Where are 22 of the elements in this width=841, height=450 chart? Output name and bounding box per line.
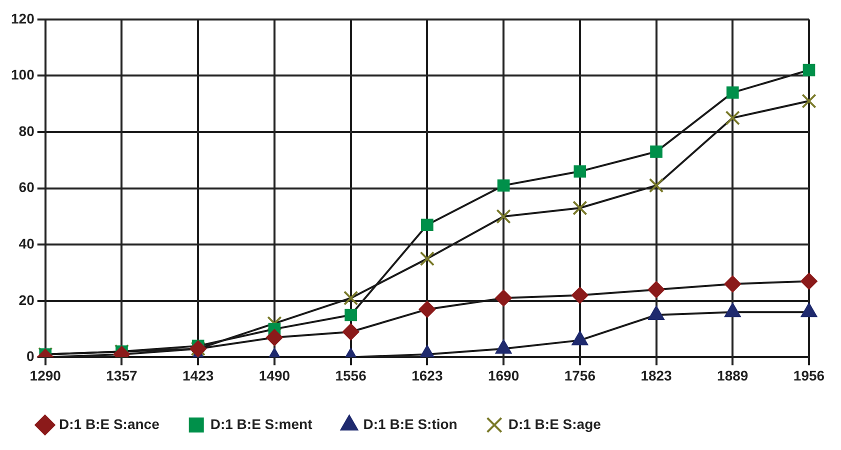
legend-label: D:1 B:E S:ment bbox=[210, 416, 313, 432]
x-tick-label: 1423 bbox=[182, 367, 214, 384]
y-tick-label: 40 bbox=[18, 235, 35, 252]
legend-label: D:1 B:E S:ance bbox=[59, 416, 160, 432]
y-tick-label: 20 bbox=[18, 292, 35, 308]
y-tick-label: 0 bbox=[26, 348, 35, 364]
x-tick-label: 1756 bbox=[564, 367, 596, 384]
x-tick-label: 1357 bbox=[106, 367, 138, 384]
x-tick-label: 1823 bbox=[640, 367, 672, 384]
y-tick-label: 60 bbox=[18, 179, 35, 196]
legend-label: D:1 B:E S:age bbox=[508, 416, 602, 432]
x-tick-label: 1690 bbox=[488, 367, 520, 384]
x-tick-label: 1290 bbox=[30, 367, 62, 384]
x-tick-label: 1490 bbox=[258, 367, 290, 384]
x-tick-label: 1623 bbox=[412, 367, 443, 384]
y-tick-label: 120 bbox=[11, 10, 35, 26]
x-tick-label: 1889 bbox=[717, 367, 748, 384]
y-tick-label: 80 bbox=[18, 122, 35, 139]
x-tick-label: 1956 bbox=[793, 367, 825, 384]
x-tick-label: 1556 bbox=[335, 367, 367, 384]
y-tick-label: 100 bbox=[11, 66, 35, 83]
legend-label: D:1 B:E S:tion bbox=[363, 416, 458, 432]
